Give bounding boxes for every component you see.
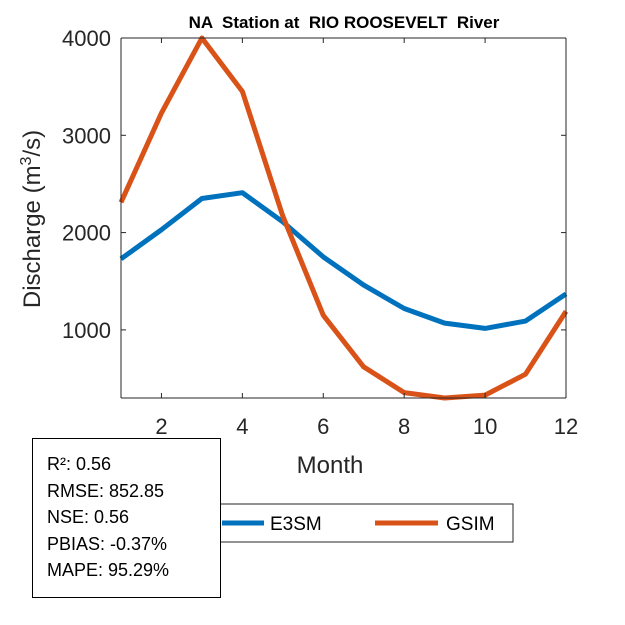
stats-rmse: RMSE: 852.85 [47,480,165,501]
y-tick-label: 1000 [62,318,111,343]
plot-area: 2 4 6 8 10 12 1000 2000 3000 4000 [62,26,578,439]
y-axis-label-prefix: Discharge (m [19,165,46,308]
legend-label-e3sm: E3SM [270,514,322,535]
x-tick-label: 12 [554,414,578,439]
x-tick-label: 2 [155,414,167,439]
y-axis-label: Discharge (m3/s) [18,130,46,308]
stats-pbias: PBIAS: -0.37% [47,533,168,554]
x-tick-label: 6 [317,414,329,439]
x-tick-label: 8 [398,414,410,439]
y-tick-label: 3000 [62,123,111,148]
y-tick-label: 4000 [62,26,111,51]
y-axis-label-superscript: 3 [18,156,35,165]
stats-box: R²: 0.56 RMSE: 852.85 NSE: 0.56 PBIAS: -… [32,438,221,598]
y-axis-label-suffix: /s) [19,130,46,157]
x-tick-label: 10 [473,414,497,439]
x-axis-label: Month [297,452,364,479]
legend-label-gsim: GSIM [446,514,495,535]
chart-title: NA Station at RIO ROOSEVELT River [189,13,500,32]
y-tick-label: 2000 [62,221,111,246]
stats-mape: MAPE: 95.29% [47,560,170,580]
legend: E3SM GSIM [204,503,514,543]
series-line-gsim [118,35,569,401]
x-tick-label: 4 [236,414,248,439]
stats-r2: R²: 0.56 [47,454,112,474]
series-line-e3sm [119,190,568,331]
stats-nse: NSE: 0.56 [47,507,130,527]
